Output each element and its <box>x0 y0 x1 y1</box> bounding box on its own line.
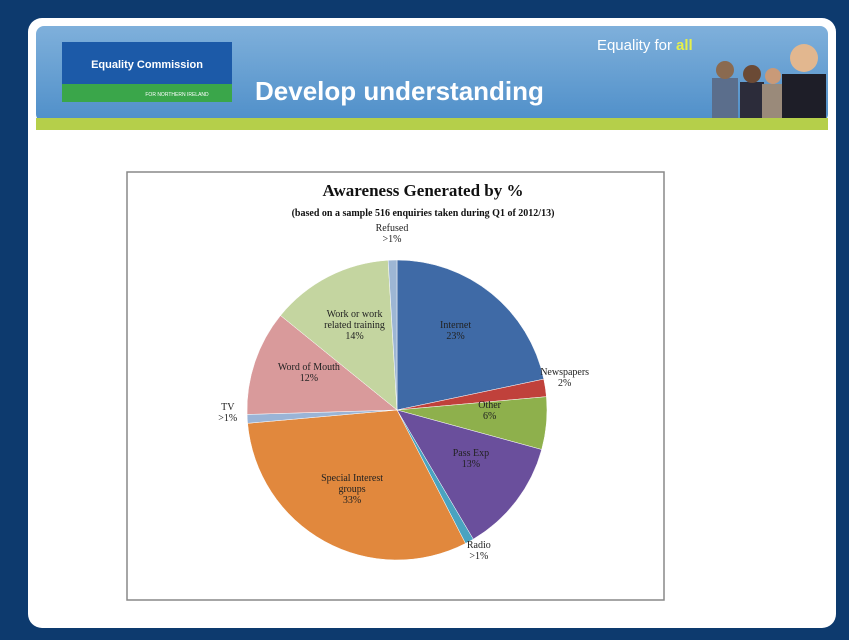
slice-category: Refused <box>357 223 427 234</box>
slice-category: Pass Exp <box>436 448 506 459</box>
slice-value: 23% <box>421 331 491 342</box>
slice-category: Other <box>455 400 525 411</box>
slice-value: >1% <box>444 551 514 562</box>
logo-title: Equality Commission <box>91 59 203 71</box>
slice-value: 2% <box>530 378 600 389</box>
tagline-highlight: all <box>676 37 693 54</box>
slice-category: Special Interest groups <box>317 473 387 495</box>
slide-title: Develop understanding <box>255 76 544 106</box>
slice-category: Newspapers <box>530 367 600 378</box>
slice-value: >1% <box>357 234 427 245</box>
slice-value: 13% <box>436 459 506 470</box>
tagline: Equality for <box>597 37 672 54</box>
slide: Equality Commission FOR NORTHERN IRELAND… <box>0 0 849 640</box>
slice-category: Internet <box>421 320 491 331</box>
slice-label: Refused>1% <box>357 223 427 263</box>
slice-category: Work or work related training <box>320 309 390 331</box>
page: Equality Commission FOR NORTHERN IRELAND… <box>0 0 849 640</box>
logo-subtitle: FOR NORTHERN IRELAND <box>145 92 209 98</box>
header-rule <box>36 118 828 130</box>
slice-value: 14% <box>320 331 390 342</box>
chart-title: Awareness Generated by % <box>323 181 524 200</box>
chart-subtitle: (based on a sample 516 enquiries taken d… <box>292 208 555 219</box>
slice-value: 33% <box>317 495 387 506</box>
slice-category: Word of Mouth <box>274 362 344 373</box>
slice-value: 12% <box>274 373 344 384</box>
slice-value: 6% <box>455 411 525 422</box>
slice-value: >1% <box>193 413 263 424</box>
